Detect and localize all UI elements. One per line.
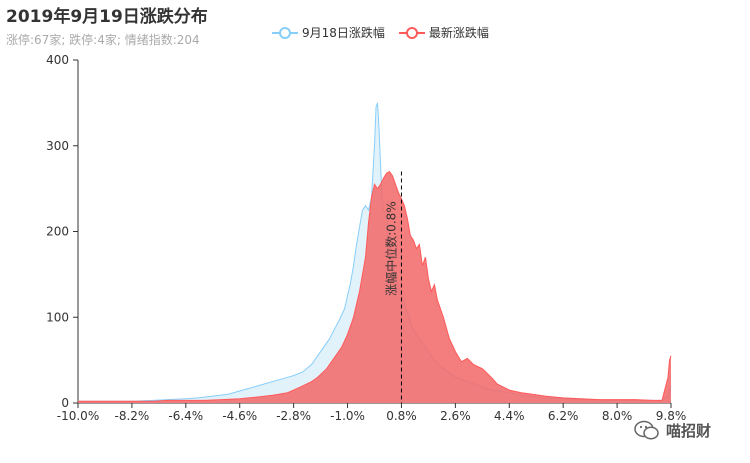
x-tick-label-5: -1.0%	[330, 409, 365, 423]
y-tick-label-1: 100	[46, 310, 69, 324]
legend-item-series-0[interactable]: 9月18日涨跌幅	[272, 24, 385, 41]
legend: 9月18日涨跌幅 最新涨跌幅	[272, 24, 489, 41]
x-tick-label-9: 6.2%	[548, 409, 579, 423]
x-tick-label-3: -4.6%	[222, 409, 257, 423]
legend-swatch-series-1	[398, 26, 425, 39]
watermark: 喵招财	[634, 419, 711, 441]
y-tick-label-3: 300	[46, 139, 69, 153]
x-tick-label-1: -8.2%	[114, 409, 149, 423]
x-tick-label-2: -6.4%	[168, 409, 203, 423]
wechat-icon	[634, 420, 659, 440]
y-tick-label-0: 0	[61, 396, 69, 410]
x-tick-label-11: 9.8%	[656, 409, 687, 423]
x-tick-label-10: 8.0%	[602, 409, 633, 423]
x-tick-label-8: 4.4%	[494, 409, 525, 423]
x-tick-label-4: -2.8%	[276, 409, 311, 423]
y-tick-label-4: 400	[46, 53, 69, 67]
legend-item-series-1[interactable]: 最新涨跌幅	[398, 24, 489, 41]
series-line-1	[78, 170, 672, 402]
y-tick-label-2: 200	[46, 225, 69, 239]
legend-label-series-0: 9月18日涨跌幅	[302, 26, 385, 40]
legend-swatch-series-0	[272, 26, 298, 39]
x-tick-label-6: 0.8%	[386, 409, 417, 423]
x-tick-label-7: 2.6%	[440, 409, 471, 423]
watermark-text: 喵招财	[666, 421, 712, 440]
chart-subtitle: 涨停:67家; 跌停:4家; 情绪指数:204	[6, 33, 200, 47]
median-markline-label: 涨幅中位数:0.8%	[383, 201, 398, 296]
legend-label-series-1: 最新涨跌幅	[428, 26, 489, 40]
x-tick-label-0: -10.0%	[57, 409, 99, 423]
chart-title: 2019年9月19日涨跌分布	[6, 7, 208, 27]
series-area-1	[78, 171, 671, 403]
